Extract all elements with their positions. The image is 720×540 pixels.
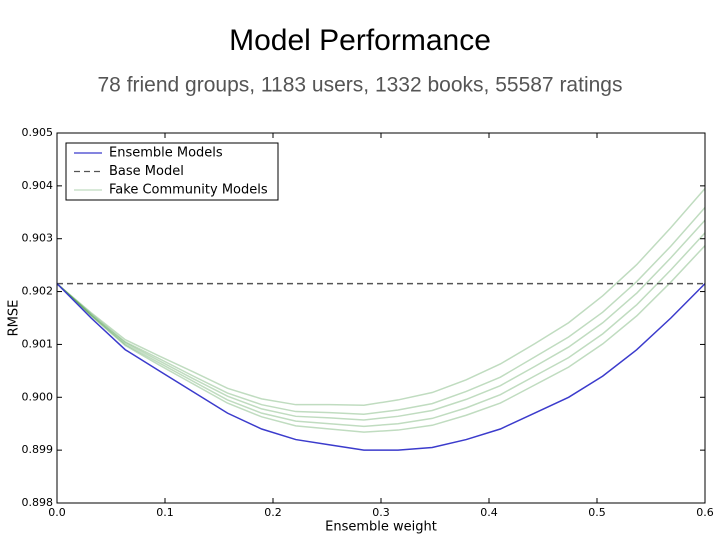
x-tick-label: 0.3 [372,506,390,519]
legend-label: Fake Community Models [109,183,268,198]
x-tick-label: 0.0 [48,506,66,519]
x-tick-label: 0.6 [696,506,714,519]
x-tick-label: 0.1 [156,506,174,519]
y-tick-label: 0.899 [22,443,54,456]
fake-model-line [56,219,706,421]
fake-model-line [56,207,706,415]
fake-model-line [56,245,706,433]
y-tick-label: 0.902 [22,285,54,298]
legend-box [65,142,279,201]
x-axis-label: Ensemble weight [325,520,437,535]
y-tick-label: 0.904 [22,179,54,192]
y-tick-label: 0.898 [22,496,54,509]
x-tick-label: 0.5 [588,506,606,519]
x-tick-label: 0.2 [264,506,282,519]
y-tick-label: 0.905 [22,126,54,139]
y-tick-label: 0.900 [22,390,54,403]
y-axis-label: RMSE [7,300,22,337]
series-line [56,283,706,451]
y-tick-label: 0.903 [22,232,54,245]
slide-title: Model Performance [229,24,491,57]
slide-subtitle: 78 friend groups, 1183 users, 1332 books… [98,74,623,97]
fake-model-line [56,188,706,406]
fake-model-line [56,232,706,428]
plot-frame [56,132,706,504]
legend-label: Base Model [109,164,184,179]
plot-area [56,188,706,451]
x-tick-label: 0.4 [480,506,498,519]
legend-label: Ensemble Models [109,146,223,161]
y-tick-label: 0.901 [22,337,54,350]
